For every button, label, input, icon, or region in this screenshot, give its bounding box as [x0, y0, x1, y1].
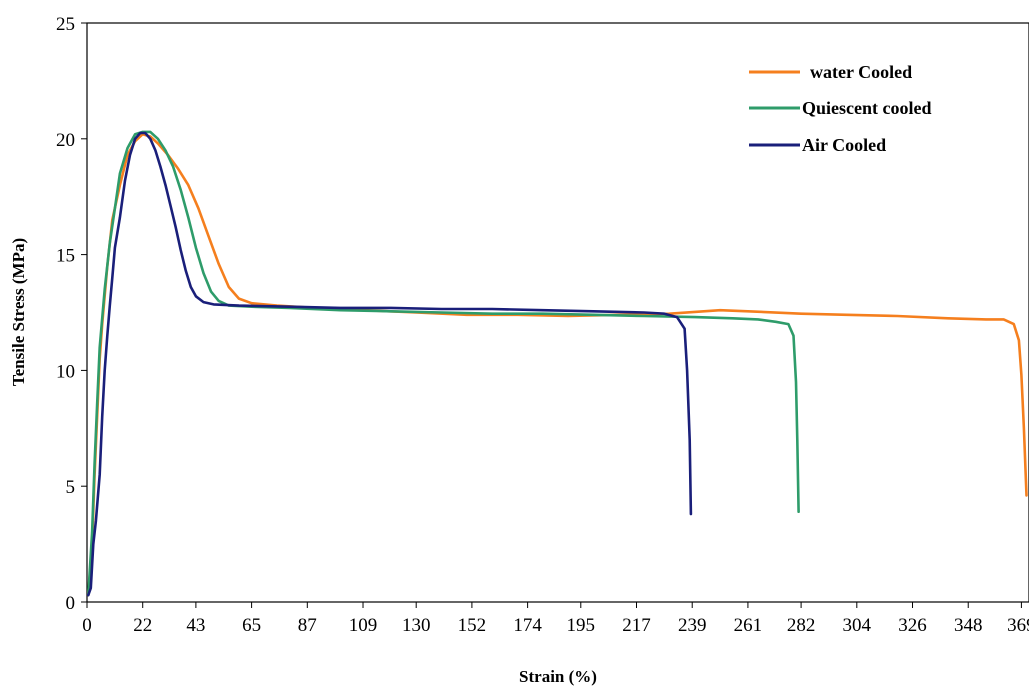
- series-lines: [87, 130, 1028, 597]
- x-tick-label: 130: [402, 615, 431, 636]
- legend-label: water Cooled: [810, 62, 912, 82]
- y-tick-label: 25: [56, 14, 75, 35]
- x-axis-title: Strain (%): [519, 667, 597, 686]
- x-tick-label: 87: [298, 615, 317, 636]
- plot-area: [86, 22, 1029, 603]
- series-line-air-cooled: [87, 131, 693, 597]
- x-tick-label: 217: [622, 615, 651, 636]
- x-tick-label: 348: [954, 615, 983, 636]
- x-tick-label: 0: [82, 615, 92, 636]
- y-tick-label: 15: [56, 246, 75, 267]
- x-tick-label: 195: [567, 615, 596, 636]
- x-tick-label: 239: [678, 615, 707, 636]
- x-tick-label: 282: [787, 615, 816, 636]
- y-tick-label: 10: [56, 361, 75, 382]
- y-tick-label: 20: [56, 130, 75, 151]
- legend-label: Air Cooled: [802, 135, 886, 155]
- y-axis: 0 5 10 15 20 25: [56, 14, 87, 614]
- y-tick-label: 0: [66, 593, 76, 614]
- x-tick-label: 174: [513, 615, 542, 636]
- x-tick-label: 261: [734, 615, 763, 636]
- x-tick-label: 65: [242, 615, 261, 636]
- legend-label: Quiescent cooled: [802, 98, 931, 118]
- x-axis: 0 22 43 65 87 109 130 152 174 195 217 239 261 282 304 3…: [82, 602, 1029, 636]
- legend: water Cooled Quiescent cooled Air Cooled: [749, 62, 931, 155]
- x-tick-label: 304: [843, 615, 872, 636]
- x-tick-label: 22: [133, 615, 152, 636]
- x-tick-label: 43: [186, 615, 205, 636]
- x-tick-label: 326: [898, 615, 927, 636]
- series-line-water-cooled: [87, 132, 1028, 597]
- x-tick-label: 109: [349, 615, 378, 636]
- y-tick-label: 5: [66, 477, 76, 498]
- y-axis-title: Tensile Stress (MPa): [9, 238, 28, 386]
- x-tick-label: 369: [1007, 615, 1029, 636]
- x-tick-label: 152: [458, 615, 487, 636]
- series-line-quiescent-cooled: [87, 130, 800, 597]
